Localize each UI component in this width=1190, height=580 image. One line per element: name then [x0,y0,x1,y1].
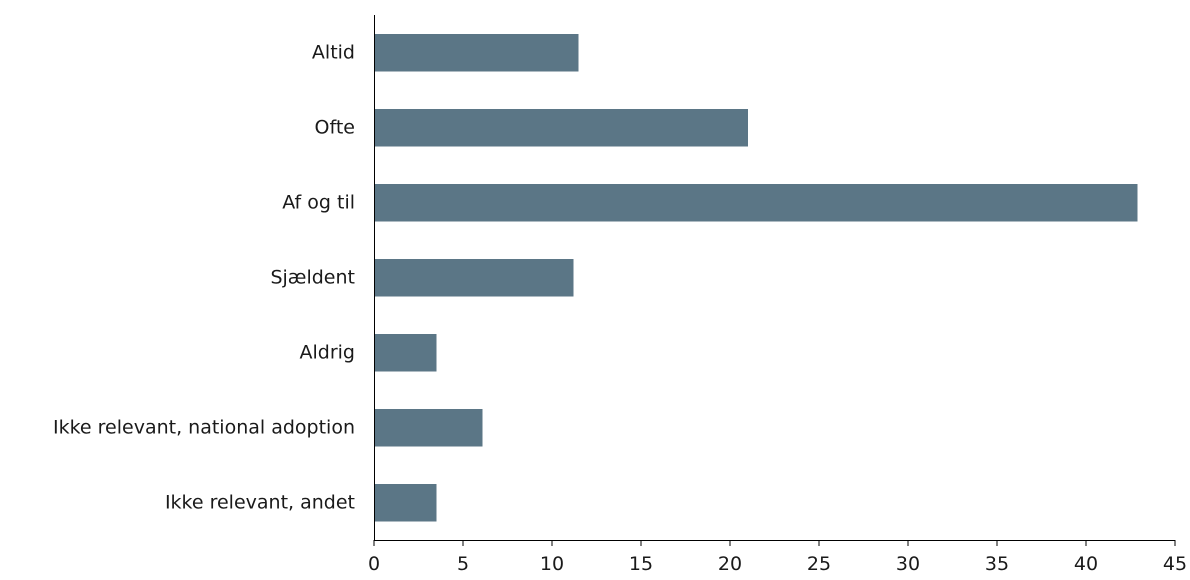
x-tick-label: 10 [540,553,564,575]
x-tick-label: 5 [457,553,469,575]
x-tick-label: 0 [368,553,380,575]
x-tick-label: 25 [807,553,831,575]
bars-group [374,33,1138,522]
category-label: Sjældent [270,267,355,289]
category-label: Ofte [315,117,355,139]
category-labels-group: Altid Ofte Af og til Sjældent Aldrig Ikke rel… [53,42,355,514]
category-label: Ikke relevant, national adoption [53,417,355,439]
category-label: Altid [312,42,355,64]
bar [374,408,483,447]
x-tick-label: 30 [896,553,920,575]
bar [374,483,437,522]
bar [374,258,574,297]
x-tick-label: 40 [1074,553,1098,575]
x-tick-label: 45 [1163,553,1187,575]
x-tick-label: 15 [629,553,653,575]
category-label: Af og til [282,192,355,214]
bar [374,33,579,72]
bar [374,333,437,372]
bar [374,183,1138,222]
category-label: Aldrig [300,342,356,364]
category-label: Ikke relevant, andet [165,492,355,514]
bar [374,108,748,147]
x-ticks-group: 0 5 10 15 20 25 30 35 40 45 [368,540,1187,575]
x-tick-label: 35 [985,553,1009,575]
x-tick-label: 20 [718,553,742,575]
